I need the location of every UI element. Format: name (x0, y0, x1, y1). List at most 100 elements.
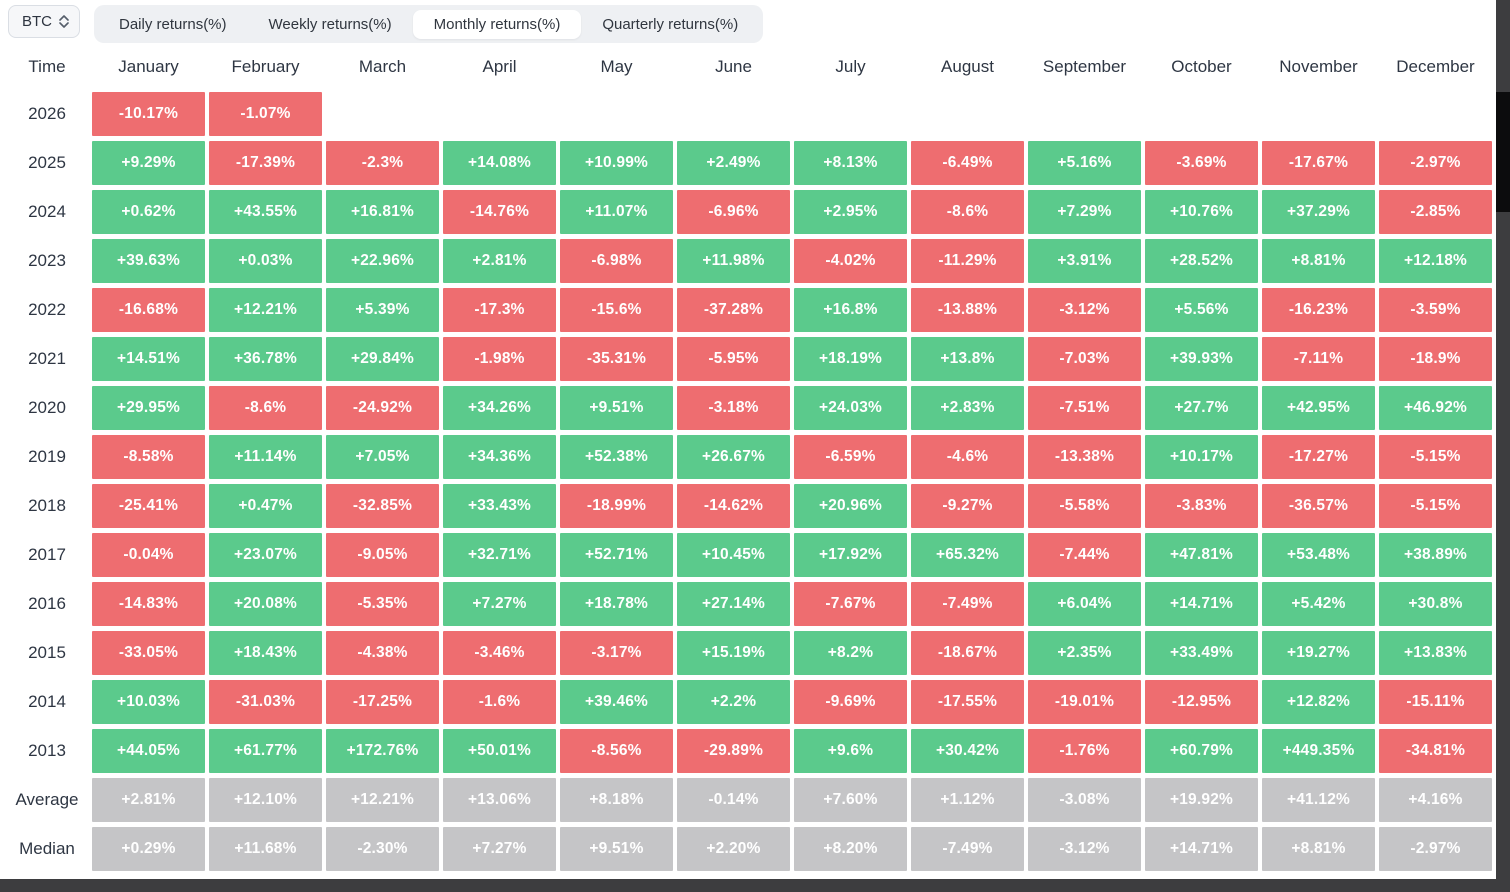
row-label: 2025 (28, 153, 66, 172)
return-cell: +65.32% (911, 533, 1024, 577)
tab-quarterly-returns[interactable]: Quarterly returns(%) (602, 15, 739, 33)
return-cell: -17.55% (911, 680, 1024, 724)
return-cell: +449.35% (1262, 729, 1375, 773)
return-cell: +37.29% (1262, 190, 1375, 234)
return-cell: +8.81% (1262, 239, 1375, 283)
return-cell: +2.2% (677, 680, 790, 724)
empty-cell (1028, 92, 1141, 136)
table-row: 2014 +10.03% -31.03% -17.25% -1.6% +39.46% +2.… (6, 680, 1492, 724)
return-cell: +10.03% (92, 680, 205, 724)
return-cell: +61.77% (209, 729, 322, 773)
return-cell: -3.08% (1028, 778, 1141, 822)
return-cell: +20.08% (209, 582, 322, 626)
row-label: 2023 (28, 251, 66, 270)
return-cell: +7.27% (443, 582, 556, 626)
return-cell: -3.17% (560, 631, 673, 675)
return-cell: +16.81% (326, 190, 439, 234)
return-cell: +8.81% (1262, 827, 1375, 871)
return-cell: -0.04% (92, 533, 205, 577)
return-cell: -1.98% (443, 337, 556, 381)
return-cell: +2.83% (911, 386, 1024, 430)
return-cell: -3.69% (1145, 141, 1258, 185)
return-cell: -1.76% (1028, 729, 1141, 773)
return-cell: +14.71% (1145, 827, 1258, 871)
return-cell: +11.98% (677, 239, 790, 283)
tab-daily-returns[interactable]: Daily returns(%) (119, 15, 227, 33)
return-cell: -18.67% (911, 631, 1024, 675)
return-cell: +42.95% (1262, 386, 1375, 430)
return-cell: -3.46% (443, 631, 556, 675)
return-cell: +34.36% (443, 435, 556, 479)
return-cell: -1.07% (209, 92, 322, 136)
return-cell: +39.63% (92, 239, 205, 283)
return-cell: +11.68% (209, 827, 322, 871)
return-cell: -2.3% (326, 141, 439, 185)
return-cell: +5.16% (1028, 141, 1141, 185)
return-cell: -6.96% (677, 190, 790, 234)
return-cell: +8.20% (794, 827, 907, 871)
return-cell: +44.05% (92, 729, 205, 773)
empty-cell (1262, 92, 1375, 136)
return-cell: +6.04% (1028, 582, 1141, 626)
return-cell: -5.58% (1028, 484, 1141, 528)
empty-cell (560, 92, 673, 136)
return-cell: +52.71% (560, 533, 673, 577)
return-cell: -4.38% (326, 631, 439, 675)
toolbar: BTC Daily returns(%) Weekly returns(%) M… (0, 0, 1510, 46)
return-cell: -14.62% (677, 484, 790, 528)
return-cell: +10.99% (560, 141, 673, 185)
return-cell: +8.2% (794, 631, 907, 675)
return-cell: +18.78% (560, 582, 673, 626)
tab-weekly-returns[interactable]: Weekly returns(%) (268, 15, 392, 33)
return-cell: +2.81% (443, 239, 556, 283)
return-cell: +7.29% (1028, 190, 1141, 234)
return-cell: +20.96% (794, 484, 907, 528)
return-cell: -5.15% (1379, 435, 1492, 479)
return-cell: +19.92% (1145, 778, 1258, 822)
table-row: 2017 -0.04% +23.07% -9.05% +32.71% +52.71% +10… (6, 533, 1492, 577)
return-cell: +28.52% (1145, 239, 1258, 283)
return-cell: +172.76% (326, 729, 439, 773)
return-cell: +33.49% (1145, 631, 1258, 675)
return-cell: -8.58% (92, 435, 205, 479)
row-label: 2019 (28, 447, 66, 466)
asset-selector[interactable]: BTC (8, 5, 80, 38)
table-row: 2022 -16.68% +12.21% +5.39% -17.3% -15.6% -37.… (6, 288, 1492, 332)
row-label: 2020 (28, 398, 66, 417)
return-cell: +52.38% (560, 435, 673, 479)
return-cell: -9.69% (794, 680, 907, 724)
return-cell: +0.62% (92, 190, 205, 234)
tab-monthly-returns[interactable]: Monthly returns(%) (412, 9, 582, 39)
return-cell: -13.88% (911, 288, 1024, 332)
return-cell: +5.56% (1145, 288, 1258, 332)
row-label: 2018 (28, 496, 66, 515)
return-cell: +12.82% (1262, 680, 1375, 724)
row-label: 2016 (28, 594, 66, 613)
return-cell: +11.07% (560, 190, 673, 234)
window-edge-dark-block (1496, 92, 1510, 212)
return-cell: +2.49% (677, 141, 790, 185)
return-cell: +39.93% (1145, 337, 1258, 381)
return-cell: -34.81% (1379, 729, 1492, 773)
return-cell: +2.20% (677, 827, 790, 871)
return-cell: +12.21% (209, 288, 322, 332)
return-cell: +16.8% (794, 288, 907, 332)
table-row: 2016 -14.83% +20.08% -5.35% +7.27% +18.78% +27… (6, 582, 1492, 626)
return-cell: -18.9% (1379, 337, 1492, 381)
return-cell: -36.57% (1262, 484, 1375, 528)
time-column-header: Time (28, 56, 66, 76)
return-cell: +27.7% (1145, 386, 1258, 430)
return-cell: +47.81% (1145, 533, 1258, 577)
table-row: 2019 -8.58% +11.14% +7.05% +34.36% +52.38% +26… (6, 435, 1492, 479)
return-cell: -7.67% (794, 582, 907, 626)
month-column-header: September (1042, 56, 1127, 76)
return-cell: +34.26% (443, 386, 556, 430)
return-cell: +41.12% (1262, 778, 1375, 822)
return-cell: -17.25% (326, 680, 439, 724)
empty-cell (1379, 92, 1492, 136)
return-cell: +10.17% (1145, 435, 1258, 479)
return-cell: +8.18% (560, 778, 673, 822)
return-cell: +32.71% (443, 533, 556, 577)
return-cell: +30.42% (911, 729, 1024, 773)
return-cell: +2.81% (92, 778, 205, 822)
